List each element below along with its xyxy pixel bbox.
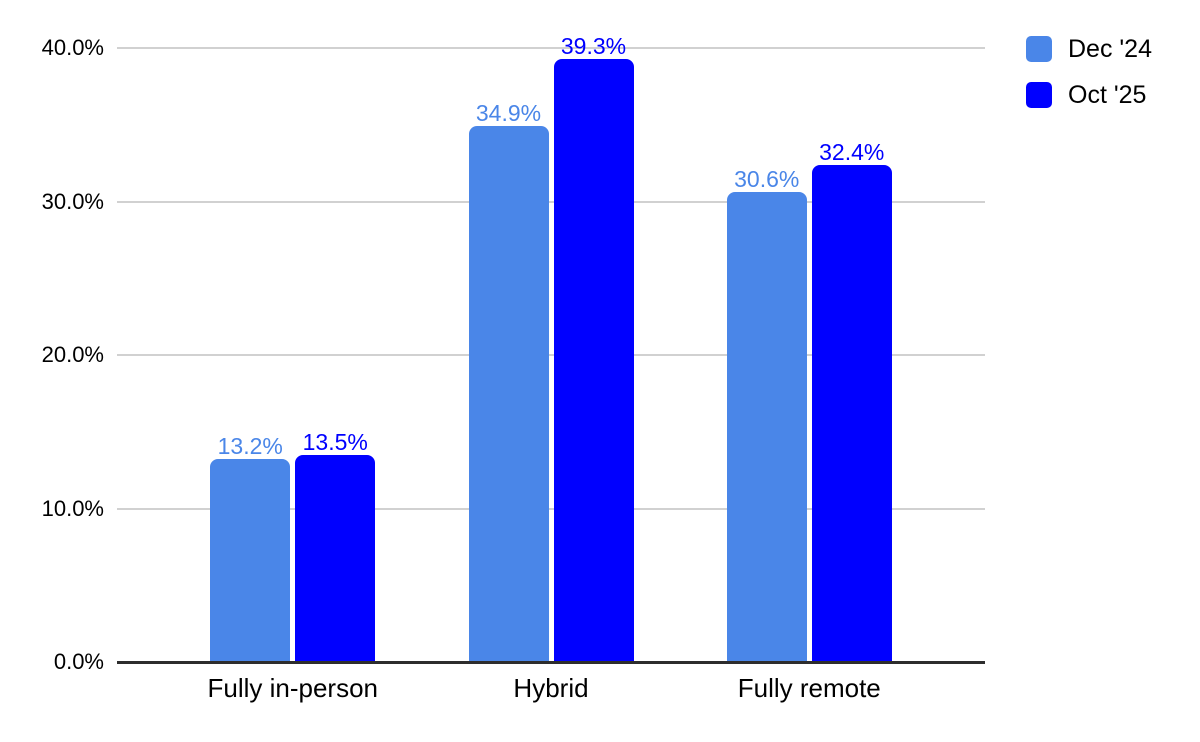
bar-dec24-3 bbox=[726, 192, 807, 662]
bar-value-label: 13.2% bbox=[217, 433, 283, 460]
x-axis-category-label: Hybrid bbox=[513, 673, 589, 703]
bar-oct25-1 bbox=[295, 454, 376, 662]
legend-item-oct25: Oct '25 bbox=[1026, 82, 1152, 108]
bar-dec24-2 bbox=[468, 126, 549, 662]
y-axis-tick-label: 20.0% bbox=[41, 342, 104, 367]
legend: Dec '24 Oct '25 bbox=[1026, 36, 1152, 108]
gridline-30 bbox=[117, 200, 985, 203]
gridline-10 bbox=[117, 507, 985, 510]
y-axis-tick-label: 10.0% bbox=[41, 495, 104, 521]
bar-value-label: 34.9% bbox=[475, 100, 542, 127]
bar-dec24-1 bbox=[210, 459, 291, 662]
y-axis-tick-label: 0.0% bbox=[53, 649, 104, 674]
legend-label-oct25: Oct '25 bbox=[1068, 81, 1147, 109]
bar-oct25-2 bbox=[553, 58, 634, 662]
x-axis-category-label: Fully in-person bbox=[207, 673, 379, 703]
legend-swatch-oct25-icon bbox=[1026, 82, 1052, 108]
legend-label-dec24: Dec '24 bbox=[1068, 35, 1152, 63]
y-axis-tick-label: 40.0% bbox=[41, 35, 104, 60]
gridline-20 bbox=[117, 354, 985, 356]
x-axis-category-label: Fully remote bbox=[737, 673, 881, 703]
bar-value-label: 32.4% bbox=[819, 138, 885, 165]
bar-oct25-3 bbox=[811, 164, 892, 662]
legend-swatch-dec24-icon bbox=[1026, 36, 1052, 62]
bar-value-label: 39.3% bbox=[560, 32, 627, 59]
gridline-40 bbox=[117, 47, 985, 49]
bar-value-label: 30.6% bbox=[734, 166, 800, 193]
x-axis-line bbox=[117, 660, 985, 664]
y-axis-tick-label: 30.0% bbox=[41, 188, 104, 214]
bar-value-label: 13.5% bbox=[302, 428, 368, 455]
legend-item-dec24: Dec '24 bbox=[1026, 36, 1152, 62]
